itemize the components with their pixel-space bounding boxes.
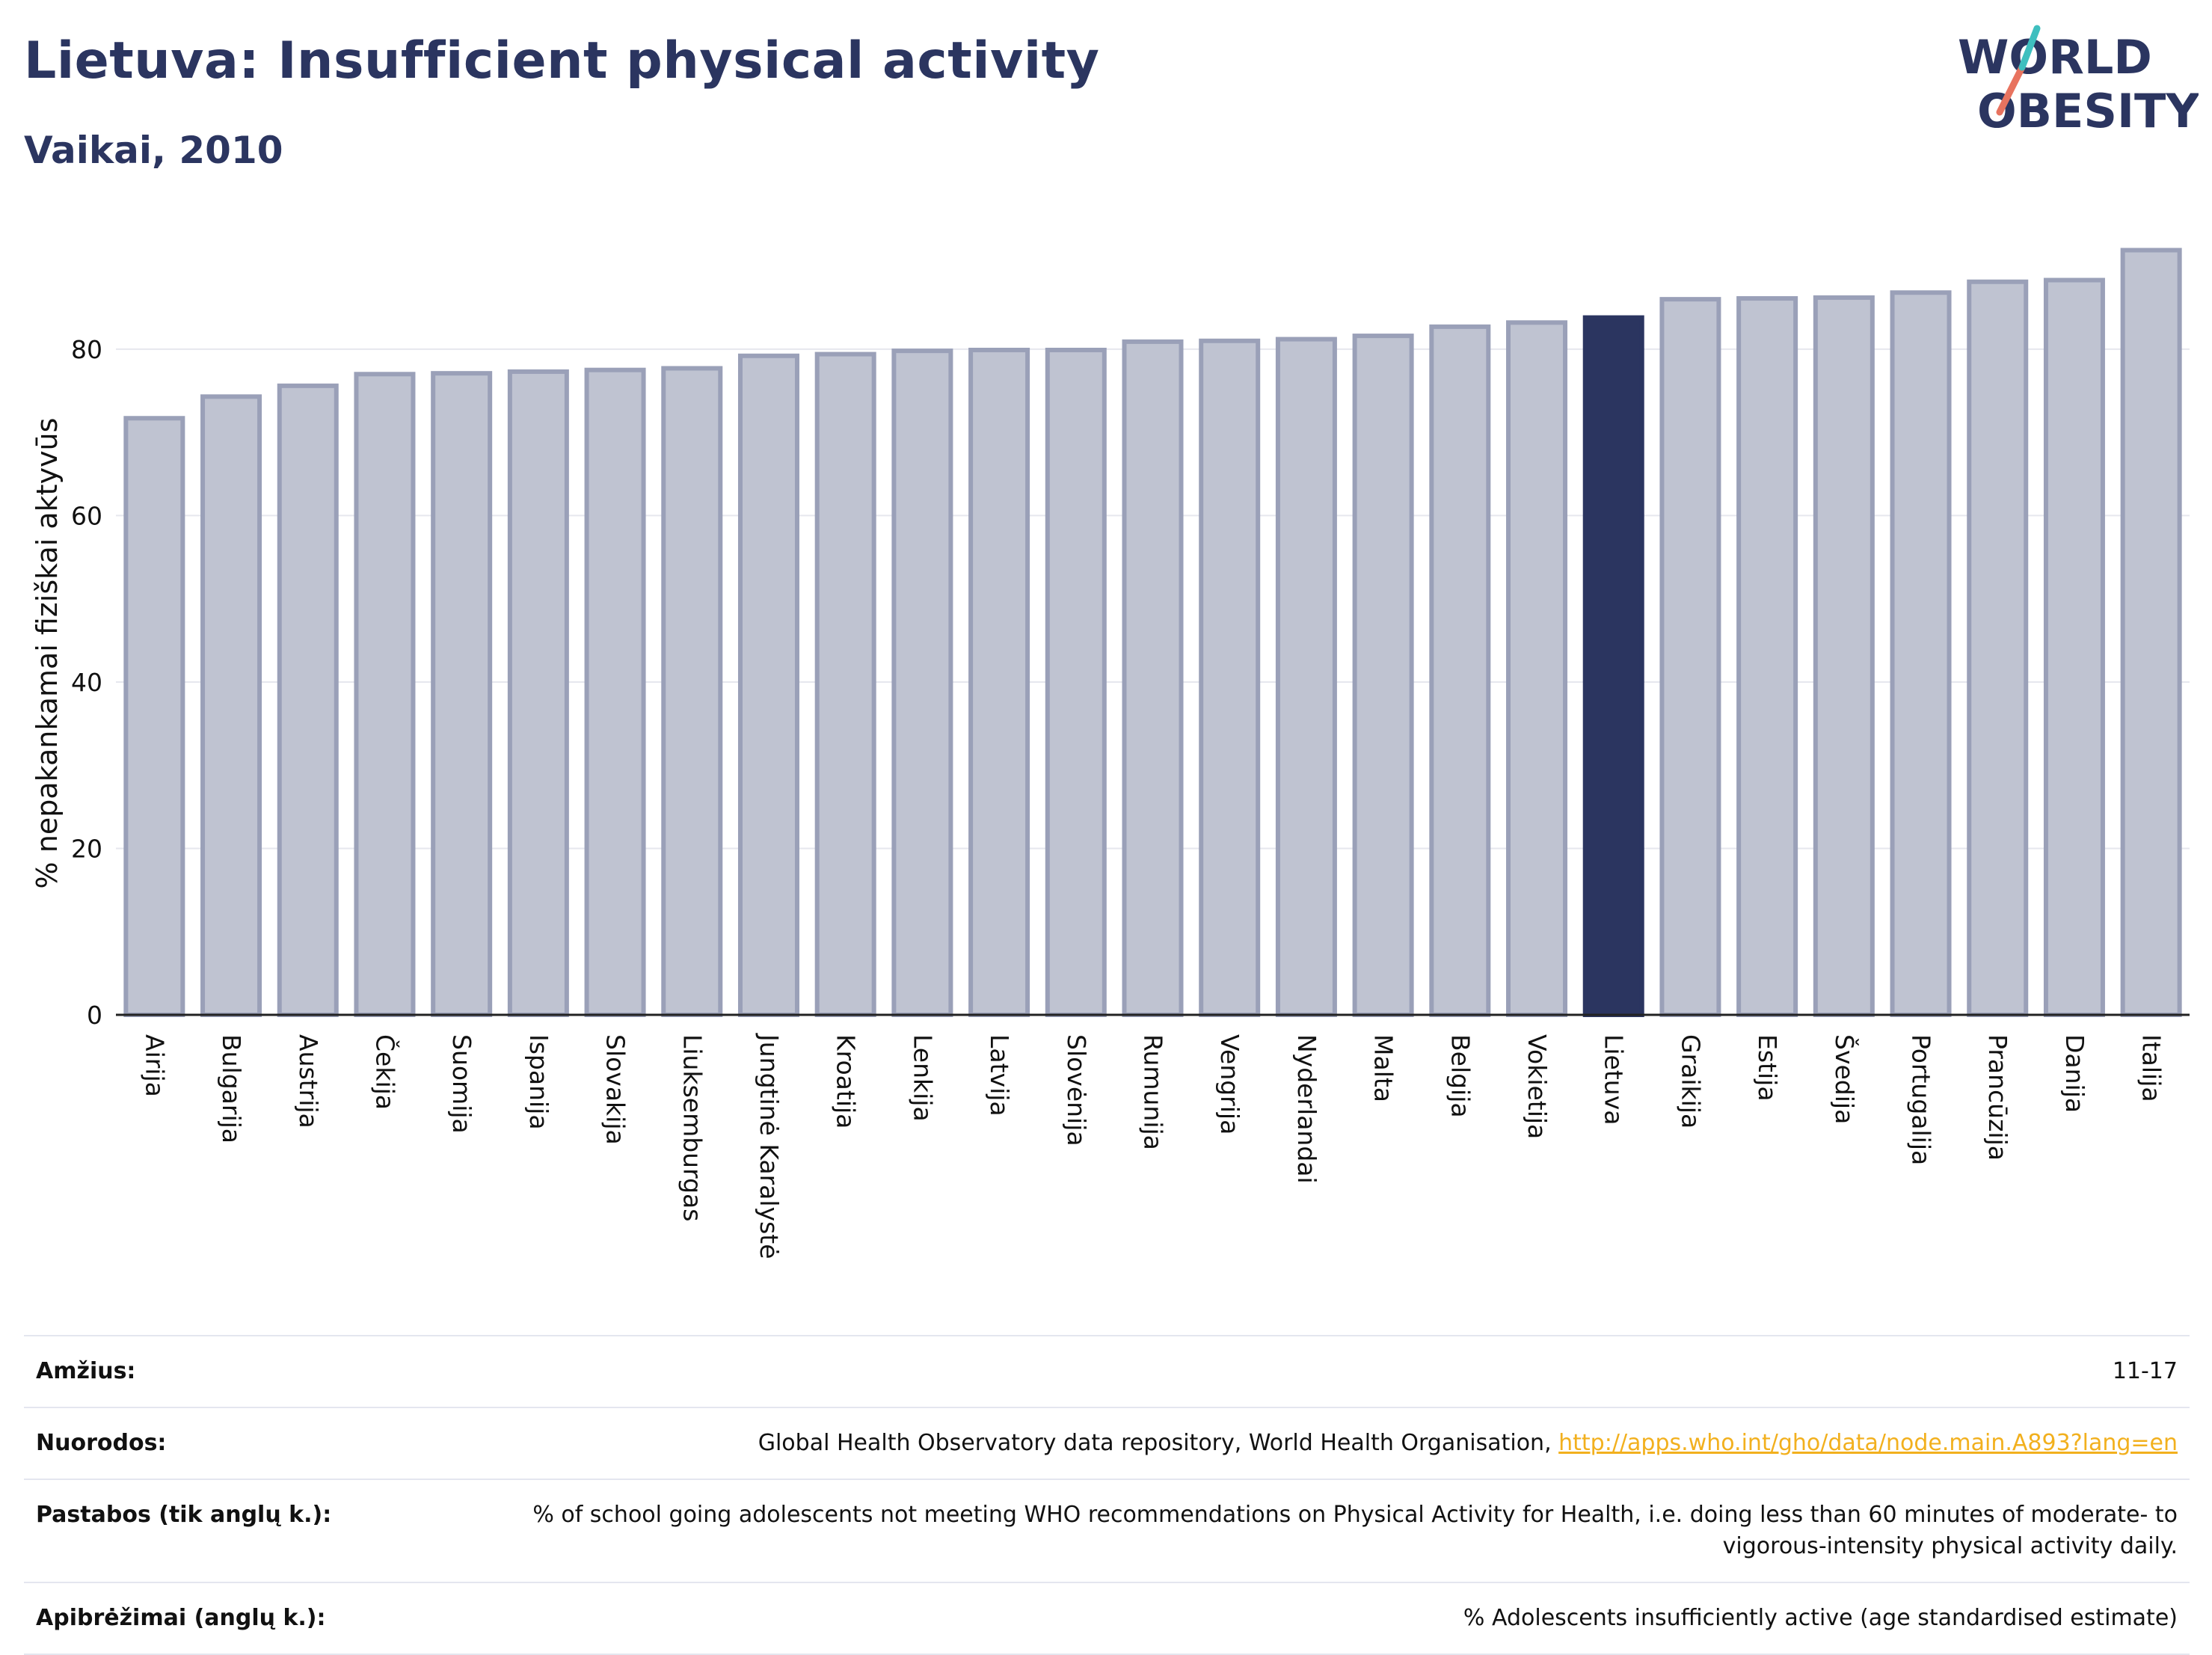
x-tick-label: Rumunija [1139,1034,1168,1150]
info-label: Pastabos (tik anglų k.): [36,1502,332,1528]
x-tick-label: Belgija [1446,1034,1475,1118]
x-tick-label: Graikija [1676,1034,1705,1129]
logo-slash-lower [1996,64,2026,116]
x-tick-label: Lenkija [908,1034,937,1122]
bar-austrija[interactable] [277,383,339,1017]
bar-kroatija[interactable] [814,351,876,1017]
chart-title: Lietuva: Insufficient physical activity [24,31,1100,90]
bar-liuksemburgas[interactable] [661,366,723,1017]
x-tick-label: Lietuva [1600,1034,1629,1125]
bar-vokietija[interactable] [1506,320,1568,1017]
bar-estija[interactable] [1736,296,1798,1017]
info-label: Apibrėžimai (anglų k.): [36,1605,326,1631]
info-row-age: Amžius: 11-17 [24,1336,2190,1407]
bar-slovėnija[interactable] [1045,348,1107,1017]
x-tick-label: Malta [1369,1034,1398,1102]
info-value: Global Health Observatory data repositor… [758,1430,1559,1456]
y-tick-label: 0 [87,1001,102,1030]
info-value: % Adolescents insufficiently active (age… [1463,1605,2178,1631]
y-tick-label: 40 [71,668,102,697]
info-row-definitions: Apibrėžimai (anglų k.): % Adolescents in… [24,1582,2190,1654]
bar-jungtinė-karalystė[interactable] [737,353,799,1017]
bar-nyderlandai[interactable] [1275,337,1337,1017]
x-tick-label: Austrija [294,1034,323,1129]
logo-slash-upper [2018,25,2041,71]
axes: 0 20 40 60 80 Airija Bulgarija Austrija Čekija Su… [71,335,2190,1259]
bar-italija[interactable] [2120,248,2182,1017]
x-tick-label: Kroatija [832,1034,861,1129]
logo-word-2: OBESITY [1977,84,2199,138]
bar-graikija[interactable] [1659,297,1721,1017]
bars [123,248,2182,1018]
bar-ispanija[interactable] [507,369,569,1017]
x-tick-label: Slovakija [601,1034,630,1145]
y-tick-label: 80 [71,335,102,364]
bar-lenkija[interactable] [891,348,953,1017]
x-tick-label: Prancūzija [1983,1034,2012,1161]
info-row-references: Nuorodos: Global Health Observatory data… [24,1407,2190,1479]
x-tick-label: Švedija [1830,1034,1860,1124]
x-tick-label: Latvija [985,1034,1014,1117]
bar-slovakija[interactable] [584,367,646,1018]
y-tick-label: 20 [71,834,102,863]
x-tick-label: Bulgarija [217,1034,246,1143]
x-tick-label: Liuksemburgas [678,1034,707,1221]
y-tick-label: 60 [71,501,102,530]
info-table: Amžius: 11-17 Nuorodos: Global Health Ob… [24,1335,2190,1655]
bar-prancūzija[interactable] [1967,279,2029,1017]
bar-lietuva[interactable] [1582,315,1644,1017]
bar-airija[interactable] [123,416,185,1017]
x-tick-label: Portugalija [1907,1034,1936,1165]
bar-bulgarija[interactable] [200,394,262,1017]
info-label: Amžius: [36,1358,136,1384]
x-tick-label: Jungtinė Karalystė [755,1033,784,1259]
x-tick-label: Nyderlandai [1292,1034,1321,1184]
world-obesity-logo: WORLD OBESITY [1958,25,2199,138]
bar-latvija[interactable] [968,348,1030,1017]
logo-word-1: WORLD [1958,30,2152,85]
bar-danija[interactable] [2043,277,2105,1017]
info-label: Nuorodos: [36,1430,167,1456]
x-tick-label: Danija [2060,1034,2089,1113]
info-value: % of school going adolescents not meetin… [532,1502,2178,1559]
x-tick-label: Airija [140,1034,169,1097]
x-tick-label: Vokietija [1523,1034,1552,1139]
bar-rumunija[interactable] [1122,339,1184,1017]
source-link[interactable]: http://apps.who.int/gho/data/node.main.A… [1558,1430,2178,1456]
x-tick-label: Estija [1753,1034,1782,1102]
x-tick-label: Vengrija [1215,1034,1244,1134]
bar-portugalija[interactable] [1890,290,1952,1017]
chart-subtitle: Vaikai, 2010 [24,129,283,172]
info-value-container: Global Health Observatory data repositor… [467,1407,2190,1479]
bar-belgija[interactable] [1429,324,1491,1017]
x-tick-label: Ispanija [524,1034,553,1130]
x-tick-label: Slovėnija [1062,1034,1091,1146]
info-row-notes: Pastabos (tik anglų k.): % of school goi… [24,1479,2190,1582]
bar-malta[interactable] [1352,334,1414,1017]
bar-vengrija[interactable] [1199,338,1261,1017]
x-tick-label: Italija [2137,1034,2166,1102]
x-tick-label: Suomija [447,1034,476,1134]
bar-čekija[interactable] [354,372,416,1017]
bar-chart: 0 20 40 60 80 Airija Bulgarija Austrija Čekija Su… [31,248,2190,1259]
x-tick-label: Čekija [370,1034,400,1110]
bar-suomija[interactable] [431,371,493,1017]
info-value: 11-17 [2112,1358,2178,1384]
y-axis-title: % nepakankamai fiziškai aktyvūs [31,418,64,889]
bar-švedija[interactable] [1813,295,1875,1018]
